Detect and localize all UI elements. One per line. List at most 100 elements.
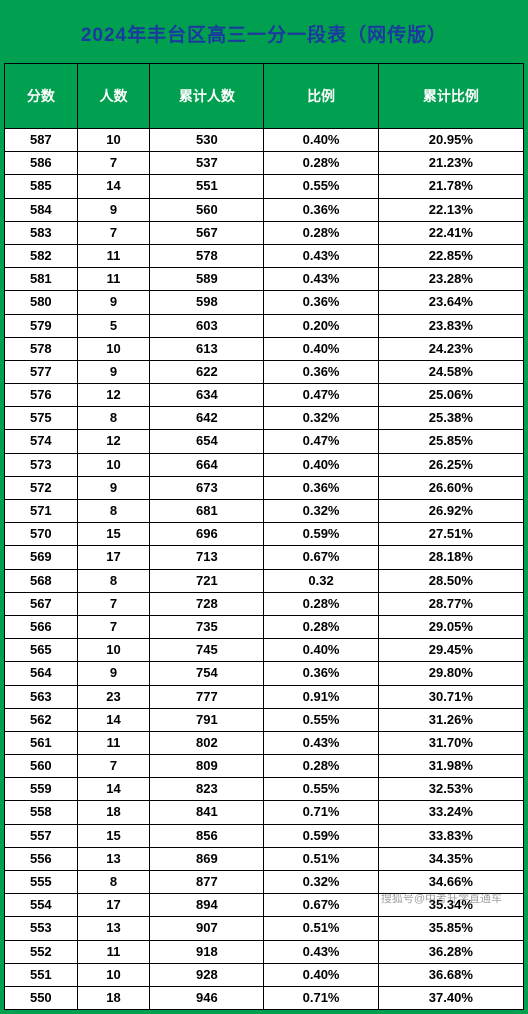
table-cell: 7 — [77, 221, 150, 244]
header-row: 分数 人数 累计人数 比例 累计比例 — [5, 64, 524, 129]
table-cell: 589 — [150, 268, 264, 291]
table-cell: 8 — [77, 871, 150, 894]
score-table: 分数 人数 累计人数 比例 累计比例 587105300.40%20.95%58… — [4, 63, 524, 1010]
table-cell: 15 — [77, 824, 150, 847]
table-cell: 0.28% — [264, 152, 378, 175]
table-cell: 0.59% — [264, 824, 378, 847]
table-cell: 0.55% — [264, 175, 378, 198]
table-cell: 0.28% — [264, 615, 378, 638]
table-cell: 10 — [77, 129, 150, 152]
table-cell: 21.78% — [378, 175, 523, 198]
table-cell: 578 — [150, 244, 264, 267]
table-cell: 35.34% — [378, 894, 523, 917]
table-cell: 0.51% — [264, 917, 378, 940]
table-row: 552119180.43%36.28% — [5, 940, 524, 963]
table-cell: 9 — [77, 360, 150, 383]
table-cell: 33.24% — [378, 801, 523, 824]
table-cell: 580 — [5, 291, 78, 314]
table-cell: 11 — [77, 268, 150, 291]
table-cell: 10 — [77, 453, 150, 476]
table-cell: 654 — [150, 430, 264, 453]
table-cell: 28.18% — [378, 546, 523, 569]
table-cell: 560 — [5, 755, 78, 778]
table-row: 56497540.36%29.80% — [5, 662, 524, 685]
table-cell: 23 — [77, 685, 150, 708]
table-cell: 10 — [77, 337, 150, 360]
table-cell: 856 — [150, 824, 264, 847]
table-cell: 29.45% — [378, 639, 523, 662]
table-cell: 0.28% — [264, 592, 378, 615]
table-cell: 24.23% — [378, 337, 523, 360]
table-cell: 26.25% — [378, 453, 523, 476]
table-cell: 0.40% — [264, 963, 378, 986]
table-cell: 570 — [5, 523, 78, 546]
table-row: 573106640.40%26.25% — [5, 453, 524, 476]
table-row: 582115780.43%22.85% — [5, 244, 524, 267]
table-row: 578106130.40%24.23% — [5, 337, 524, 360]
table-cell: 556 — [5, 847, 78, 870]
table-cell: 576 — [5, 384, 78, 407]
table-cell: 603 — [150, 314, 264, 337]
table-row: 585145510.55%21.78% — [5, 175, 524, 198]
table-cell: 642 — [150, 407, 264, 430]
table-row: 58495600.36%22.13% — [5, 198, 524, 221]
table-cell: 869 — [150, 847, 264, 870]
table-cell: 585 — [5, 175, 78, 198]
table-cell: 673 — [150, 476, 264, 499]
table-row: 576126340.47%25.06% — [5, 384, 524, 407]
table-cell: 0.32% — [264, 871, 378, 894]
table-row: 57586420.32%25.38% — [5, 407, 524, 430]
table-cell: 12 — [77, 430, 150, 453]
table-cell: 36.68% — [378, 963, 523, 986]
table-cell: 566 — [5, 615, 78, 638]
table-cell: 9 — [77, 662, 150, 685]
table-cell: 582 — [5, 244, 78, 267]
table-cell: 27.51% — [378, 523, 523, 546]
table-cell: 14 — [77, 175, 150, 198]
table-row: 556138690.51%34.35% — [5, 847, 524, 870]
table-cell: 11 — [77, 940, 150, 963]
table-cell: 613 — [150, 337, 264, 360]
table-cell: 34.35% — [378, 847, 523, 870]
table-cell: 0.36% — [264, 198, 378, 221]
table-cell: 36.28% — [378, 940, 523, 963]
table-cell: 561 — [5, 731, 78, 754]
table-cell: 21.23% — [378, 152, 523, 175]
table-cell: 10 — [77, 963, 150, 986]
table-cell: 587 — [5, 129, 78, 152]
table-cell: 23.83% — [378, 314, 523, 337]
table-cell: 557 — [5, 824, 78, 847]
table-cell: 0.91% — [264, 685, 378, 708]
table-cell: 28.50% — [378, 569, 523, 592]
table-cell: 28.77% — [378, 592, 523, 615]
table-cell: 8 — [77, 500, 150, 523]
table-cell: 0.67% — [264, 546, 378, 569]
table-row: 554178940.67%35.34% — [5, 894, 524, 917]
table-cell: 721 — [150, 569, 264, 592]
table-cell: 598 — [150, 291, 264, 314]
table-cell: 581 — [5, 268, 78, 291]
table-cell: 567 — [150, 221, 264, 244]
table-cell: 9 — [77, 476, 150, 499]
table-cell: 0.43% — [264, 731, 378, 754]
table-cell: 0.36% — [264, 476, 378, 499]
table-cell: 0.32% — [264, 407, 378, 430]
table-cell: 573 — [5, 453, 78, 476]
table-row: 58675370.28%21.23% — [5, 152, 524, 175]
table-row: 57186810.32%26.92% — [5, 500, 524, 523]
table-row: 570156960.59%27.51% — [5, 523, 524, 546]
table-cell: 14 — [77, 708, 150, 731]
table-cell: 11 — [77, 731, 150, 754]
table-cell: 30.71% — [378, 685, 523, 708]
table-cell: 551 — [5, 963, 78, 986]
table-cell: 802 — [150, 731, 264, 754]
table-cell: 25.06% — [378, 384, 523, 407]
table-cell: 537 — [150, 152, 264, 175]
table-cell: 907 — [150, 917, 264, 940]
table-cell: 25.85% — [378, 430, 523, 453]
table-cell: 8 — [77, 407, 150, 430]
table-cell: 569 — [5, 546, 78, 569]
table-cell: 0.36% — [264, 291, 378, 314]
col-cum: 累计人数 — [150, 64, 264, 129]
table-cell: 553 — [5, 917, 78, 940]
